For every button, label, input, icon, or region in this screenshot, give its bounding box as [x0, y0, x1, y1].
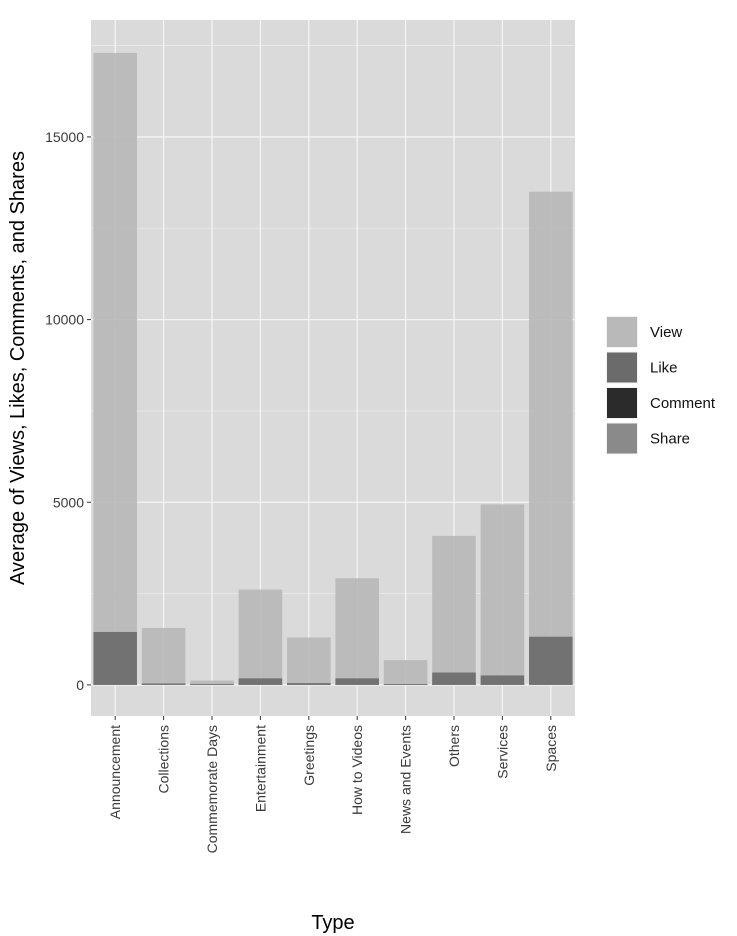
legend-label: Share — [650, 431, 690, 448]
y-axis-title: Average of Views, Likes, Comments, and S… — [7, 151, 29, 585]
x-tick-label: Others — [446, 725, 462, 767]
legend-swatch-view — [607, 317, 637, 347]
x-tick-label: News and Events — [398, 725, 414, 834]
y-tick-label: 10000 — [45, 312, 84, 328]
bar-share — [238, 684, 283, 685]
y-tick-label: 15000 — [45, 129, 84, 145]
x-tick-label: Collections — [156, 725, 172, 793]
bar-share — [529, 684, 573, 685]
bar-share — [480, 684, 525, 685]
bar-like — [529, 636, 573, 685]
bar-share — [141, 684, 186, 685]
x-tick-label: Services — [494, 725, 510, 779]
bar-view — [432, 535, 476, 685]
bar-like — [93, 631, 137, 685]
bar-view — [190, 680, 234, 685]
x-axis-title: Type — [311, 912, 354, 934]
x-tick-label: Spaces — [543, 725, 559, 772]
bar-share — [335, 684, 379, 685]
bar-share — [287, 684, 331, 685]
bar-view — [383, 660, 428, 685]
bars — [93, 52, 573, 685]
x-tick-label: Entertainment — [252, 725, 268, 812]
x-tick-label: Greetings — [301, 725, 317, 786]
legend-label: View — [650, 324, 682, 341]
bar-like — [238, 678, 283, 685]
bar-share — [432, 684, 476, 685]
x-axis: Announcement Collections Commemorate Days E… — [107, 716, 559, 853]
y-axis: 0 5000 10000 15000 — [45, 129, 91, 693]
bar-like — [335, 678, 379, 685]
legend-swatch-like — [607, 352, 637, 383]
x-tick-label: Commemorate Days — [204, 725, 220, 853]
bar-view — [480, 504, 525, 685]
bar-view — [93, 52, 137, 685]
y-tick-label: 0 — [76, 677, 84, 693]
legend-label: Like — [650, 360, 678, 377]
bar-share — [190, 684, 234, 685]
legend-label: Comment — [650, 395, 716, 412]
bar-like — [432, 672, 476, 685]
legend: View Like Comment Share — [606, 316, 716, 455]
bar-view — [141, 627, 186, 685]
bar-like — [287, 683, 331, 685]
legend-swatch-comment — [607, 388, 637, 418]
bar-like — [480, 675, 525, 685]
bar-share — [93, 684, 137, 685]
bar-view — [238, 589, 283, 685]
x-tick-label: How to Videos — [349, 725, 365, 815]
legend-swatch-share — [607, 423, 637, 454]
bar-view — [335, 578, 379, 685]
bar-view — [529, 191, 573, 685]
x-tick-label: Announcement — [107, 725, 123, 819]
bar-view — [287, 637, 331, 685]
y-tick-label: 5000 — [53, 494, 84, 510]
bar-share — [383, 684, 428, 685]
